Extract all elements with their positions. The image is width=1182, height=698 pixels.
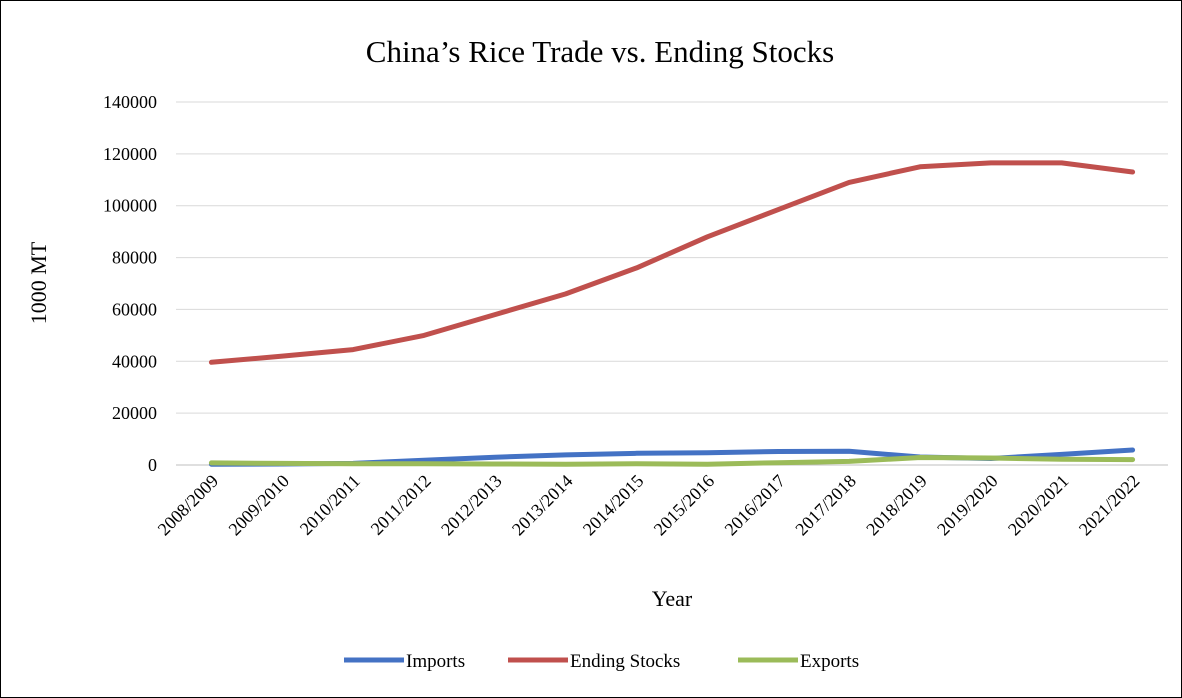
y-tick-label: 40000 (112, 351, 157, 371)
x-tick-label: 2017/2018 (791, 471, 860, 540)
chart-title: China’s Rice Trade vs. Ending Stocks (366, 34, 834, 69)
x-tick-label: 2020/2021 (1004, 471, 1073, 540)
x-tick-label: 2021/2022 (1075, 471, 1144, 540)
y-tick-label: 20000 (112, 403, 157, 423)
legend: Imports Ending Stocks Exports (344, 651, 859, 672)
x-tick-label: 2012/2013 (437, 471, 506, 540)
x-tick-label: 2010/2011 (296, 471, 364, 539)
x-tick-label: 2013/2014 (508, 471, 577, 540)
y-tick-label: 80000 (112, 248, 157, 268)
legend-label-exports: Exports (800, 651, 859, 672)
y-tick-label: 100000 (103, 196, 157, 216)
y-tick-label: 140000 (103, 92, 157, 112)
gridlines (176, 101, 1168, 466)
x-tick-label: 2018/2019 (862, 471, 931, 540)
y-tick-label: 120000 (103, 144, 157, 164)
x-axis-title: Year (652, 586, 693, 611)
x-tick-label: 2008/2009 (154, 471, 223, 540)
x-tick-label: 2016/2017 (721, 471, 790, 540)
x-tick-label: 2014/2015 (579, 471, 648, 540)
y-tick-label: 0 (148, 455, 157, 475)
series-lines (208, 160, 1136, 467)
y-tick-label: 60000 (112, 299, 157, 319)
x-tick-label: 2015/2016 (650, 471, 719, 540)
series-line-exports (208, 455, 1136, 467)
legend-label-ending-stocks: Ending Stocks (570, 651, 680, 672)
y-axis-title: 1000 MT (26, 241, 51, 324)
legend-label-imports: Imports (406, 651, 465, 672)
y-axis-tick-labels: 0 20000 40000 60000 80000 100000 120000 140000 (103, 92, 157, 475)
x-tick-label: 2019/2020 (933, 471, 1002, 540)
series-line-ending-stocks (208, 160, 1136, 365)
x-tick-label: 2011/2012 (367, 471, 435, 539)
x-axis-tick-labels: 2008/2009 2009/2010 2010/2011 2011/2012 2012… (154, 471, 1144, 540)
x-tick-label: 2009/2010 (225, 471, 294, 540)
